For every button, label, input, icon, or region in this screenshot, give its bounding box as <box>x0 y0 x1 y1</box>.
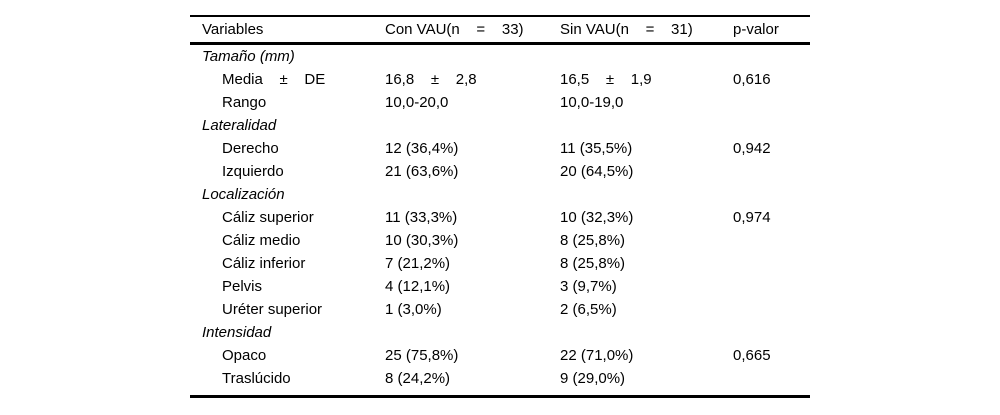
row-label-cell: Opaco <box>222 347 267 364</box>
table-row: Cáliz medio 10 (30,3%) 8 (25,8%) <box>190 229 810 252</box>
row-label-cell: Cáliz superior <box>222 209 314 226</box>
sin-vau-cell: 22 (71,0%) <box>560 347 634 364</box>
header-sin-vau: Sin VAU(n = 31) <box>560 21 693 38</box>
con-vau-cell: 25 (75,8%) <box>385 347 459 364</box>
sin-vau-cell: 8 (25,8%) <box>560 255 626 272</box>
sin-vau-cell: 11 (35,5%) <box>560 140 633 157</box>
row-label-cell: Media ± DE <box>222 71 326 88</box>
sin-vau-cell: 20 (64,5%) <box>560 163 634 180</box>
p-value-cell <box>733 160 810 183</box>
p-value-cell <box>733 321 810 344</box>
row-label-cell: Cáliz inferior <box>222 255 306 272</box>
con-vau-cell <box>385 114 560 137</box>
con-vau-cell: 8 (24,2%) <box>385 370 451 387</box>
con-vau-cell: 16,8 ± 2,8 <box>385 71 477 88</box>
row-label-cell: Izquierdo <box>222 163 284 180</box>
row-label-cell: Lateralidad <box>202 117 277 134</box>
table-body: Tamaño (mm) Media ± DE 16,8 ± 2,8 16,5 ±… <box>190 45 810 395</box>
p-value-cell: 0,942 <box>733 140 771 157</box>
table-row: Rango 10,0-20,0 10,0-19,0 <box>190 91 810 114</box>
row-label-cell: Uréter superior <box>222 301 323 318</box>
con-vau-cell: 7 (21,2%) <box>385 255 451 272</box>
p-value-cell <box>733 114 810 137</box>
table-row: Cáliz inferior 7 (21,2%) 8 (25,8%) <box>190 252 810 275</box>
row-label-cell: Traslúcido <box>222 370 291 387</box>
table-row: Media ± DE 16,8 ± 2,8 16,5 ± 1,9 0,616 <box>190 68 810 91</box>
row-label-cell: Localización <box>202 186 285 203</box>
header-p-valor: p-valor <box>733 21 779 38</box>
sin-vau-cell <box>560 183 733 206</box>
p-value-cell: 0,665 <box>733 347 771 364</box>
p-value-cell <box>733 275 810 298</box>
sin-vau-cell: 9 (29,0%) <box>560 370 626 387</box>
row-label-cell: Derecho <box>222 140 279 157</box>
p-value-cell <box>733 91 810 114</box>
p-value-cell <box>733 367 810 390</box>
sin-vau-cell <box>560 321 733 344</box>
p-value-cell <box>733 183 810 206</box>
con-vau-cell: 12 (36,4%) <box>385 140 459 157</box>
con-vau-cell <box>385 183 560 206</box>
p-value-cell: 0,974 <box>733 209 771 226</box>
p-value-cell <box>733 298 810 321</box>
sin-vau-cell <box>560 114 733 137</box>
table-header-row: Variables Con VAU(n = 33) Sin VAU(n = 31… <box>190 17 810 45</box>
sin-vau-cell: 16,5 ± 1,9 <box>560 71 652 88</box>
con-vau-cell <box>385 321 560 344</box>
sin-vau-cell: 2 (6,5%) <box>560 301 617 318</box>
table-row: Opaco 25 (75,8%) 22 (71,0%) 0,665 <box>190 344 810 367</box>
table-row: Cáliz superior 11 (33,3%) 10 (32,3%) 0,9… <box>190 206 810 229</box>
table-row: Localización <box>190 183 810 206</box>
table-row: Uréter superior 1 (3,0%) 2 (6,5%) <box>190 298 810 321</box>
table-row: Tamaño (mm) <box>190 45 810 68</box>
con-vau-cell: 4 (12,1%) <box>385 278 451 295</box>
table-row: Pelvis 4 (12,1%) 3 (9,7%) <box>190 275 810 298</box>
con-vau-cell: 10,0-20,0 <box>385 94 449 111</box>
table-row: Intensidad <box>190 321 810 344</box>
con-vau-cell: 10 (30,3%) <box>385 232 459 249</box>
sin-vau-cell: 10,0-19,0 <box>560 94 624 111</box>
p-value-cell: 0,616 <box>733 71 771 88</box>
header-con-vau: Con VAU(n = 33) <box>385 21 524 38</box>
results-table: Variables Con VAU(n = 33) Sin VAU(n = 31… <box>190 15 810 398</box>
sin-vau-cell: 8 (25,8%) <box>560 232 626 249</box>
header-variables: Variables <box>202 21 264 38</box>
table-row: Izquierdo 21 (63,6%) 20 (64,5%) <box>190 160 810 183</box>
row-label-cell: Pelvis <box>222 278 263 295</box>
sin-vau-cell: 3 (9,7%) <box>560 278 617 295</box>
row-label-cell: Tamaño (mm) <box>202 48 295 65</box>
row-label-cell: Cáliz medio <box>222 232 301 249</box>
con-vau-cell <box>385 45 560 68</box>
p-value-cell <box>733 252 810 275</box>
p-value-cell <box>733 45 810 68</box>
con-vau-cell: 1 (3,0%) <box>385 301 442 318</box>
sin-vau-cell: 10 (32,3%) <box>560 209 634 226</box>
table-row: Derecho 12 (36,4%) 11 (35,5%) 0,942 <box>190 137 810 160</box>
sin-vau-cell <box>560 45 733 68</box>
table-row: Traslúcido 8 (24,2%) 9 (29,0%) <box>190 367 810 390</box>
con-vau-cell: 11 (33,3%) <box>385 209 458 226</box>
table-row: Lateralidad <box>190 114 810 137</box>
row-label-cell: Intensidad <box>202 324 272 341</box>
p-value-cell <box>733 229 810 252</box>
con-vau-cell: 21 (63,6%) <box>385 163 459 180</box>
row-label-cell: Rango <box>222 94 267 111</box>
